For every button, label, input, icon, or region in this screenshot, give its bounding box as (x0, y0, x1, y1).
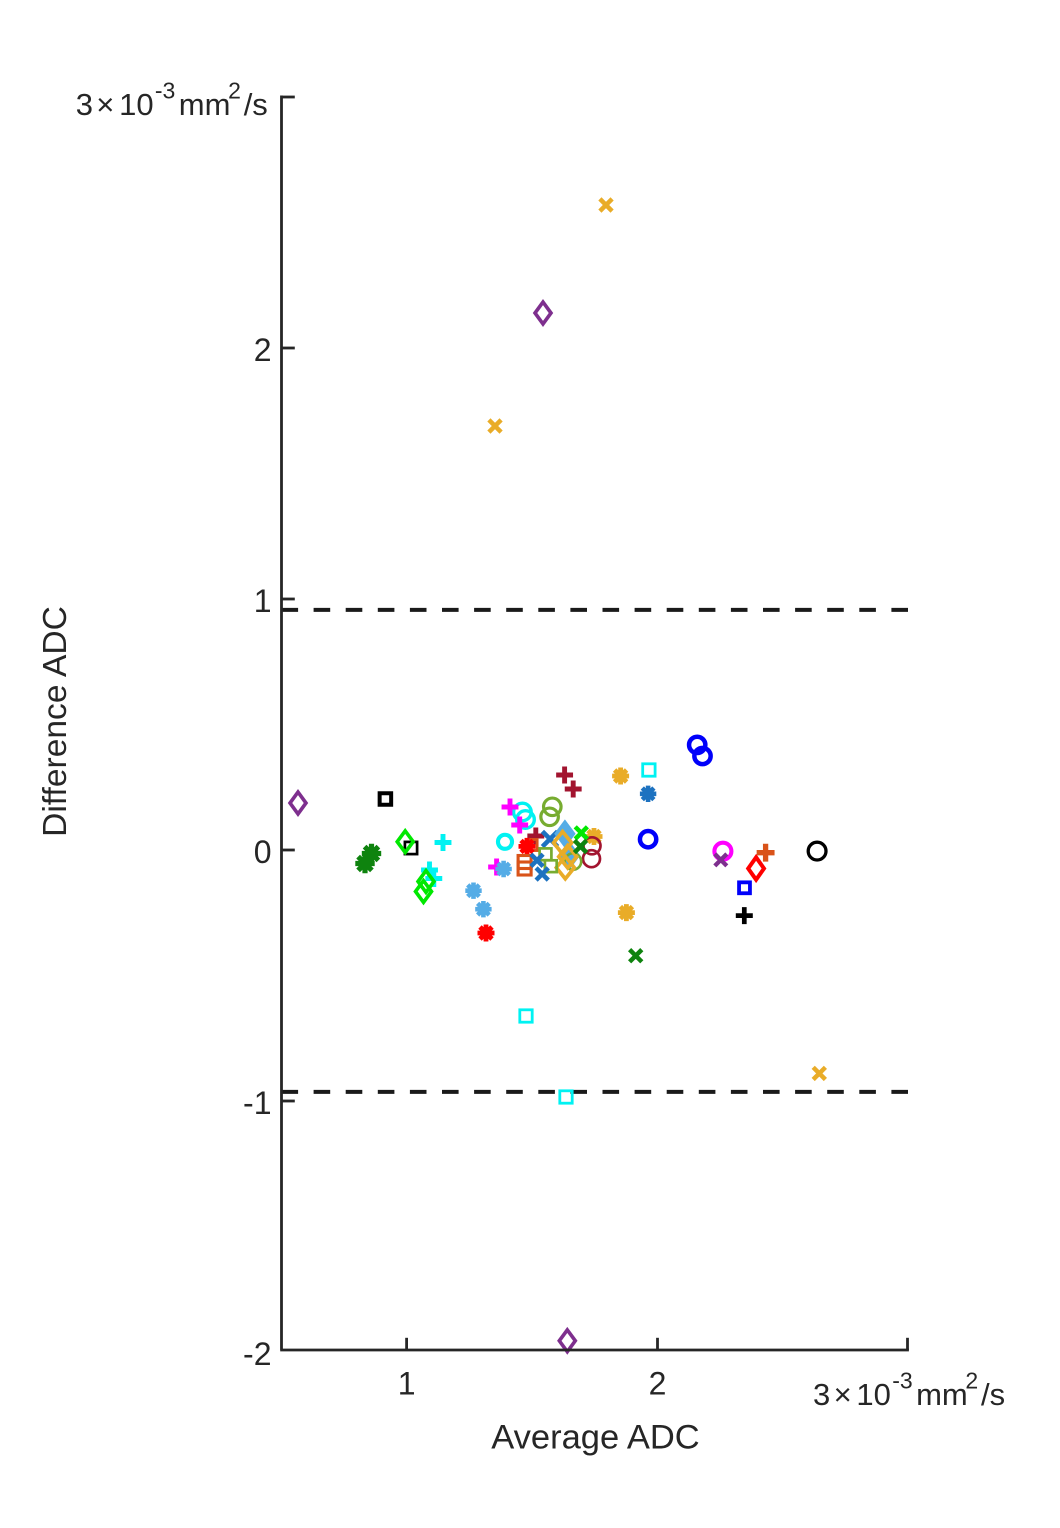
svg-text:Average ADC: Average ADC (491, 1419, 699, 1457)
svg-text:1: 1 (398, 1366, 416, 1402)
svg-text:2: 2 (254, 332, 272, 368)
svg-text:-1: -1 (243, 1085, 271, 1121)
svg-text:-2: -2 (243, 1336, 271, 1372)
svg-text:Difference ADC: Difference ADC (37, 606, 74, 837)
svg-text:1: 1 (254, 583, 272, 619)
svg-text:0: 0 (254, 834, 272, 870)
svg-text:2: 2 (649, 1366, 667, 1402)
